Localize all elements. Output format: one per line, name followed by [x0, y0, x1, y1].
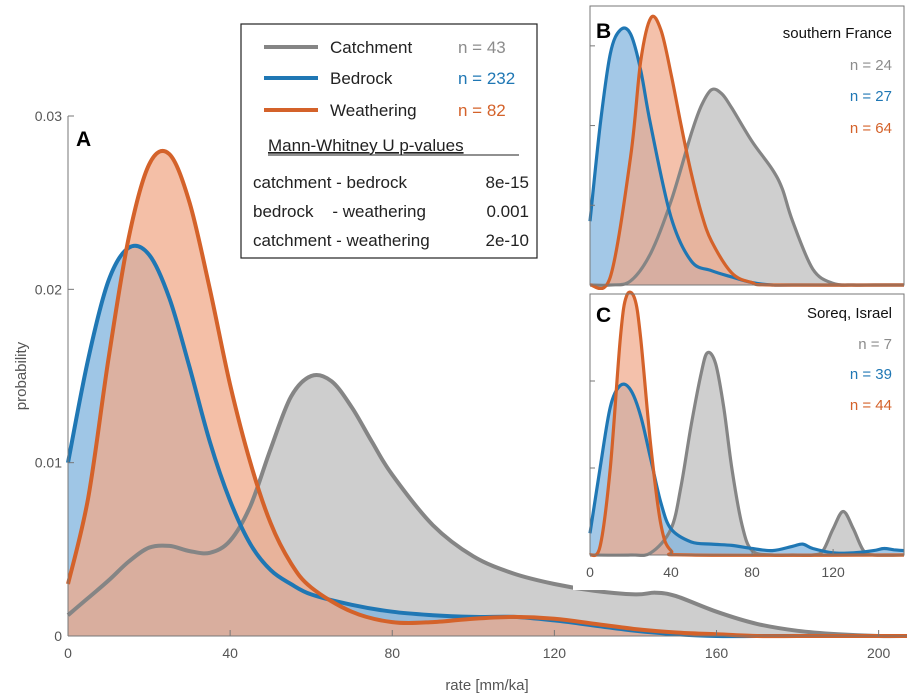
panel-c-x-tick-label: 120	[821, 564, 845, 580]
panel-c-frame	[589, 293, 905, 556]
panel-a-y-tick-label: 0.02	[35, 281, 62, 297]
panel-a-area-weathering	[68, 150, 907, 637]
panel-a-x-tick-label: 160	[705, 645, 729, 661]
panel-c-letter: C	[596, 304, 611, 327]
panel-b: B southern France n = 24 n = 27 n = 64	[586, 2, 905, 291]
panel-a-y-label: probability	[13, 341, 30, 410]
panel-a-areas	[68, 150, 907, 637]
panel-c-n-catchment: n = 7	[858, 336, 892, 353]
panel-a-x-tick-label: 200	[867, 645, 891, 661]
stats-pair-3: catchment - weathering	[253, 231, 430, 250]
panel-a-letter: A	[76, 128, 91, 151]
panel-c-n-weathering: n = 44	[850, 397, 892, 414]
stats-pair-1: catchment - bedrock	[253, 173, 408, 192]
panel-c: 0 40 80 120 C Soreq, Israel n = 7 n = 39 n …	[573, 290, 907, 590]
panel-a-line-weathering	[66, 148, 907, 639]
panel-b-frame	[589, 5, 905, 286]
panel-a: 0 40 80 120 160 200 0 0.01 0.02 0.03 rate [mm/ka…	[13, 23, 907, 694]
panel-a-x-ticks: 0 40 80 120 160 200	[64, 630, 891, 661]
legend-n-bedrock: n = 232	[458, 69, 515, 88]
panel-b-n-weathering: n = 64	[850, 120, 892, 137]
legend-label-weathering: Weathering	[330, 101, 417, 120]
stats-p-3: 2e-10	[486, 231, 529, 250]
panel-b-letter: B	[596, 20, 611, 43]
panel-a-x-label: rate [mm/ka]	[445, 677, 528, 694]
stats-pair-2: bedrock - weathering	[253, 202, 426, 221]
panel-b-areas	[590, 16, 904, 289]
panel-c-x-tick-label: 80	[744, 564, 760, 580]
panel-b-n-catchment: n = 24	[850, 57, 892, 74]
panel-c-x-tick-label: 40	[663, 564, 679, 580]
panel-a-line-catchment	[66, 372, 907, 639]
panel-a-y-ticks: 0 0.01 0.02 0.03	[35, 108, 74, 644]
panel-b-area-weathering	[590, 16, 904, 289]
stats-p-2: 0.001	[486, 202, 529, 221]
panel-b-y-ticks	[590, 45, 595, 206]
panel-a-x-tick-label: 0	[64, 645, 72, 661]
panel-c-line-bedrock	[588, 382, 905, 555]
stats-title: Mann-Whitney U p-values	[268, 136, 464, 155]
panel-b-line-weathering	[589, 14, 905, 291]
legend-n-weathering: n = 82	[458, 101, 506, 120]
legend-n-catchment: n = 43	[458, 38, 506, 57]
panel-a-x-tick-label: 40	[222, 645, 238, 661]
panel-c-x-ticks: 0 40 80 120	[586, 549, 845, 580]
stats-p-1: 8e-15	[486, 173, 529, 192]
panel-a-y-tick-label: 0.01	[35, 455, 62, 471]
legend-label-catchment: Catchment	[330, 38, 412, 57]
legend-label-bedrock: Bedrock	[330, 69, 393, 88]
panel-c-y-ticks	[590, 380, 595, 469]
panel-c-title: Soreq, Israel	[807, 305, 892, 322]
panel-a-x-tick-label: 120	[543, 645, 567, 661]
panel-a-x-tick-label: 80	[384, 645, 400, 661]
panel-b-title: southern France	[783, 25, 892, 42]
panel-c-area-weathering	[590, 292, 904, 556]
panel-a-y-tick-label: 0.03	[35, 108, 62, 124]
panel-c-line-catchment	[589, 350, 905, 557]
panel-a-y-tick-label: 0	[54, 628, 62, 644]
panel-c-x-tick-label: 0	[586, 564, 594, 580]
panel-c-n-bedrock: n = 39	[850, 366, 892, 383]
panel-b-line-catchment	[589, 87, 904, 287]
legend-box	[240, 23, 538, 259]
panel-b-n-bedrock: n = 27	[850, 88, 892, 105]
panel-a-legend: Catchment n = 43 Bedrock n = 232 Weather…	[240, 23, 538, 259]
